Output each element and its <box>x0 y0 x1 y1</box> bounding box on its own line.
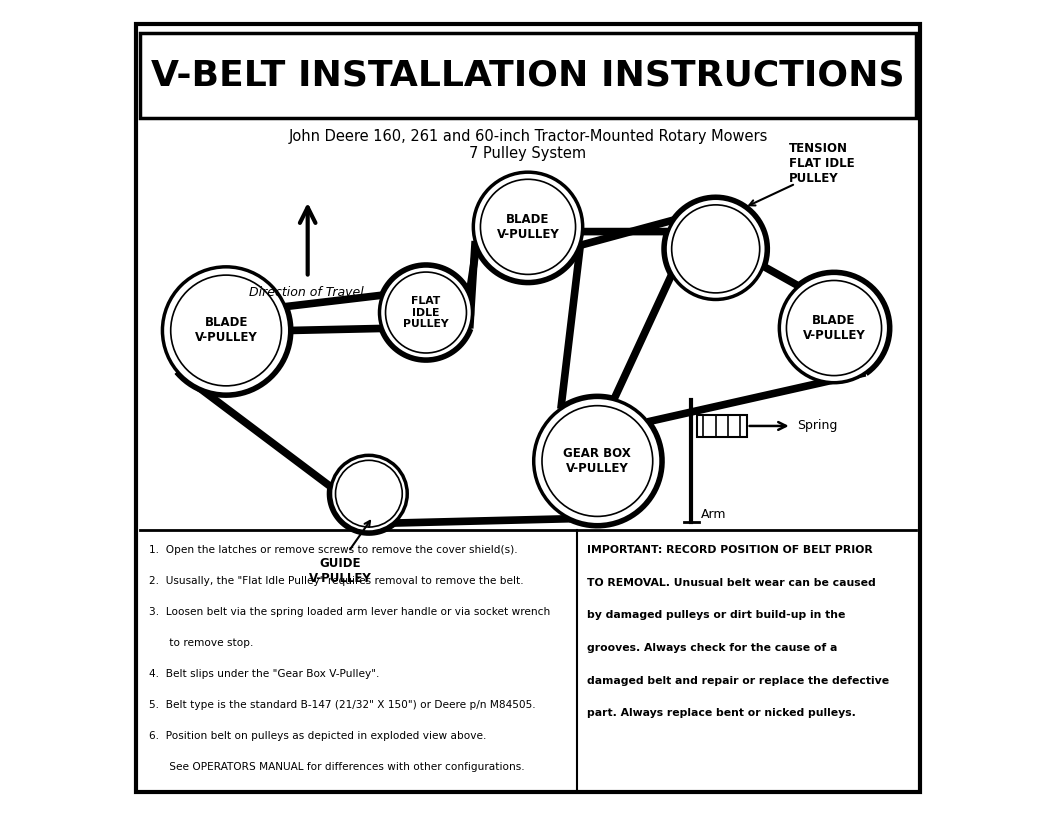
Circle shape <box>163 267 289 394</box>
Circle shape <box>672 205 759 293</box>
Text: 7 Pulley System: 7 Pulley System <box>470 146 586 161</box>
Text: to remove stop.: to remove stop. <box>149 638 253 648</box>
Text: damaged belt and repair or replace the defective: damaged belt and repair or replace the d… <box>587 676 889 685</box>
FancyBboxPatch shape <box>140 33 916 118</box>
Circle shape <box>480 180 576 274</box>
Circle shape <box>665 198 767 299</box>
Circle shape <box>473 172 583 282</box>
Circle shape <box>385 272 467 353</box>
Text: BLADE
V-PULLEY: BLADE V-PULLEY <box>496 213 560 241</box>
Text: TO REMOVAL. Unusual belt wear can be caused: TO REMOVAL. Unusual belt wear can be cau… <box>587 578 875 588</box>
Text: 2.  Ususally, the "Flat Idle Pulley" requires removal to remove the belt.: 2. Ususally, the "Flat Idle Pulley" requ… <box>149 576 523 586</box>
Circle shape <box>336 460 402 527</box>
FancyBboxPatch shape <box>697 415 747 437</box>
Text: by damaged pulleys or dirt build-up in the: by damaged pulleys or dirt build-up in t… <box>587 610 845 620</box>
Text: 5.  Belt type is the standard B-147 (21/32" X 150") or Deere p/n M84505.: 5. Belt type is the standard B-147 (21/3… <box>149 700 535 710</box>
Text: BLADE
V-PULLEY: BLADE V-PULLEY <box>194 317 258 344</box>
Text: Arm: Arm <box>701 508 727 521</box>
Text: John Deere 160, 261 and 60-inch Tractor-Mounted Rotary Mowers: John Deere 160, 261 and 60-inch Tractor-… <box>288 129 768 144</box>
Circle shape <box>533 397 661 525</box>
Text: Spring: Spring <box>797 419 837 432</box>
Text: GEAR BOX
V-PULLEY: GEAR BOX V-PULLEY <box>564 447 631 475</box>
Circle shape <box>171 275 282 386</box>
FancyBboxPatch shape <box>136 24 920 792</box>
Text: FLAT
IDLE
PULLEY: FLAT IDLE PULLEY <box>403 296 449 329</box>
Text: Direction of Travel: Direction of Travel <box>248 286 363 299</box>
Text: See OPERATORS MANUAL for differences with other configurations.: See OPERATORS MANUAL for differences wit… <box>149 762 524 772</box>
Text: GUIDE
V-PULLEY: GUIDE V-PULLEY <box>309 557 372 585</box>
Text: 6.  Position belt on pulleys as depicted in exploded view above.: 6. Position belt on pulleys as depicted … <box>149 731 486 741</box>
Text: BLADE
V-PULLEY: BLADE V-PULLEY <box>803 314 865 342</box>
Text: 4.  Belt slips under the "Gear Box V-Pulley".: 4. Belt slips under the "Gear Box V-Pull… <box>149 669 379 679</box>
Text: 1.  Open the latches or remove screws to remove the cover shield(s).: 1. Open the latches or remove screws to … <box>149 545 517 555</box>
Circle shape <box>787 281 882 375</box>
Circle shape <box>542 406 653 517</box>
Text: 3.  Loosen belt via the spring loaded arm lever handle or via socket wrench: 3. Loosen belt via the spring loaded arm… <box>149 607 550 617</box>
Circle shape <box>779 273 889 383</box>
Text: V-BELT INSTALLATION INSTRUCTIONS: V-BELT INSTALLATION INSTRUCTIONS <box>151 58 905 92</box>
Circle shape <box>331 455 408 532</box>
Text: part. Always replace bent or nicked pulleys.: part. Always replace bent or nicked pull… <box>587 708 855 718</box>
Circle shape <box>379 266 472 359</box>
Text: IMPORTANT: RECORD POSITION OF BELT PRIOR: IMPORTANT: RECORD POSITION OF BELT PRIOR <box>587 545 872 555</box>
Text: TENSION
FLAT IDLE
PULLEY: TENSION FLAT IDLE PULLEY <box>789 142 854 184</box>
Text: grooves. Always check for the cause of a: grooves. Always check for the cause of a <box>587 643 837 653</box>
